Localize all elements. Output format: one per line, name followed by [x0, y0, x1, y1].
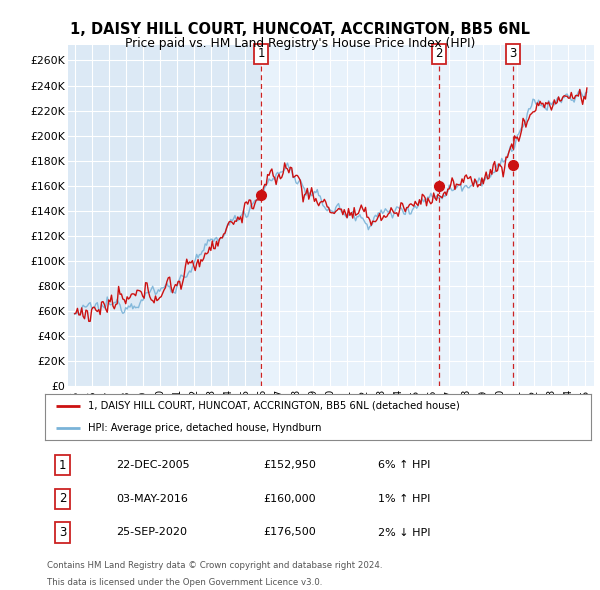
Text: £160,000: £160,000: [263, 494, 316, 504]
Bar: [439, 45, 513, 386]
Text: Price paid vs. HM Land Registry's House Price Index (HPI): Price paid vs. HM Land Registry's House …: [125, 37, 475, 50]
Text: 22-DEC-2005: 22-DEC-2005: [116, 460, 190, 470]
Text: £176,500: £176,500: [263, 527, 316, 537]
Text: 6% ↑ HPI: 6% ↑ HPI: [378, 460, 430, 470]
Text: 1, DAISY HILL COURT, HUNCOAT, ACCRINGTON, BB5 6NL (detached house): 1, DAISY HILL COURT, HUNCOAT, ACCRINGTON…: [88, 401, 460, 411]
Text: 2% ↓ HPI: 2% ↓ HPI: [378, 527, 431, 537]
Text: 25-SEP-2020: 25-SEP-2020: [116, 527, 187, 537]
Text: 2: 2: [59, 492, 66, 506]
Text: 1% ↑ HPI: 1% ↑ HPI: [378, 494, 430, 504]
Text: 3: 3: [59, 526, 66, 539]
Text: 03-MAY-2016: 03-MAY-2016: [116, 494, 188, 504]
Bar: [513, 45, 594, 386]
Text: 2: 2: [435, 47, 442, 60]
Text: 1: 1: [59, 458, 66, 472]
Text: This data is licensed under the Open Government Licence v3.0.: This data is licensed under the Open Gov…: [47, 578, 322, 586]
Text: 1: 1: [257, 47, 265, 60]
Text: 1, DAISY HILL COURT, HUNCOAT, ACCRINGTON, BB5 6NL: 1, DAISY HILL COURT, HUNCOAT, ACCRINGTON…: [70, 22, 530, 37]
Text: HPI: Average price, detached house, Hyndburn: HPI: Average price, detached house, Hynd…: [88, 423, 321, 433]
Bar: [262, 45, 439, 386]
Text: 3: 3: [509, 47, 517, 60]
Text: £152,950: £152,950: [263, 460, 316, 470]
Text: Contains HM Land Registry data © Crown copyright and database right 2024.: Contains HM Land Registry data © Crown c…: [47, 561, 382, 570]
